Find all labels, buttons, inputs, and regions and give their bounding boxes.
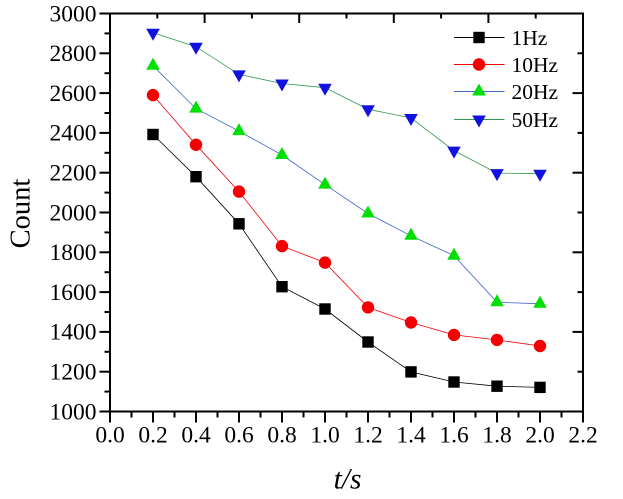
svg-text:1.0: 1.0 [310,423,339,449]
svg-text:2400: 2400 [50,121,97,147]
svg-text:1.6: 1.6 [439,423,469,449]
svg-text:1.8: 1.8 [482,423,511,449]
svg-text:1800: 1800 [50,240,97,266]
svg-text:2.0: 2.0 [525,423,554,449]
svg-text:Count: Count [6,179,37,249]
svg-text:1200: 1200 [50,360,97,386]
svg-text:0.0: 0.0 [95,423,124,449]
svg-text:1600: 1600 [50,280,97,306]
svg-text:1.4: 1.4 [396,423,426,449]
svg-text:0.6: 0.6 [224,423,254,449]
svg-text:2800: 2800 [50,41,97,67]
svg-text:0.8: 0.8 [267,423,296,449]
svg-text:50Hz: 50Hz [512,108,559,132]
svg-text:1.2: 1.2 [353,423,382,449]
svg-text:1000: 1000 [50,399,97,425]
svg-text:0.2: 0.2 [138,423,167,449]
svg-text:1Hz: 1Hz [512,26,548,50]
svg-text:2.2: 2.2 [568,423,597,449]
svg-text:1400: 1400 [50,320,97,346]
svg-text:3000: 3000 [50,1,97,27]
svg-text:2000: 2000 [50,200,97,226]
svg-text:2200: 2200 [50,161,97,187]
svg-text:0.4: 0.4 [181,423,211,449]
svg-text:2600: 2600 [50,81,97,107]
svg-text:t/s: t/s [334,464,362,495]
svg-text:20Hz: 20Hz [512,80,559,104]
svg-text:10Hz: 10Hz [512,53,559,77]
